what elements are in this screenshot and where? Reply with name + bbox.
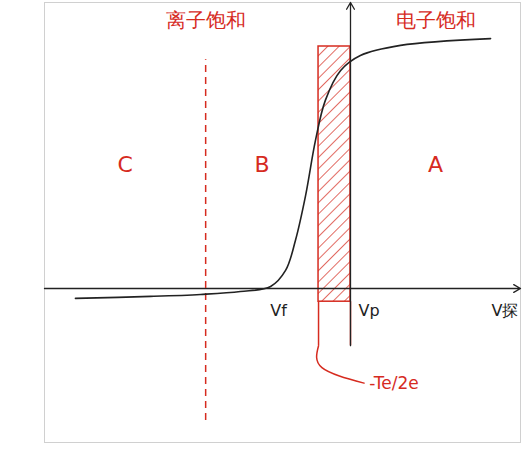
svg-text:-Te/2e: -Te/2e [369, 373, 419, 393]
svg-text:Vp: Vp [359, 301, 380, 320]
svg-text:B: B [255, 152, 270, 177]
svg-text:离子饱和: 离子饱和 [166, 8, 246, 32]
svg-text:A: A [428, 152, 443, 177]
svg-text:V探: V探 [492, 301, 519, 320]
svg-text:电子饱和: 电子饱和 [396, 8, 476, 32]
svg-text:Vf: Vf [270, 301, 287, 320]
svg-text:C: C [117, 152, 132, 177]
